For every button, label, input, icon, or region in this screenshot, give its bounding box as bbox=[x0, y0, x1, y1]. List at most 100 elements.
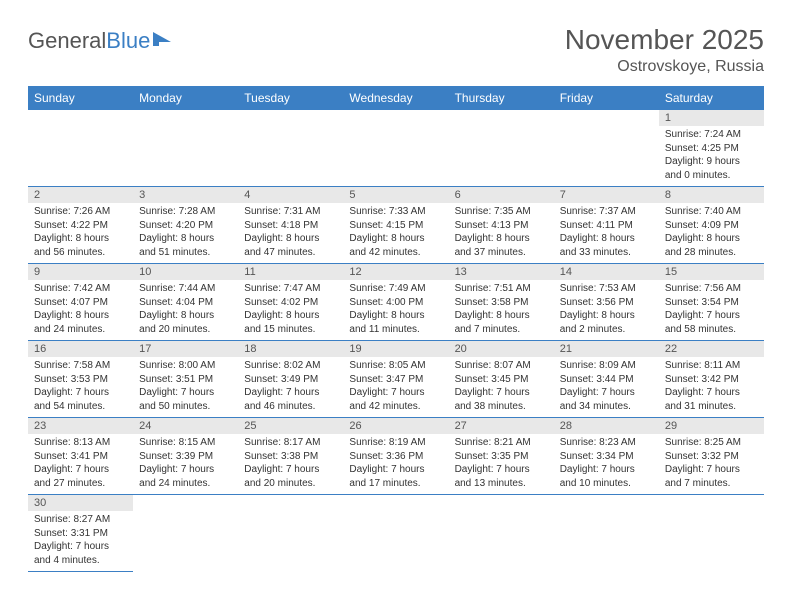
daylight-text: Daylight: 7 hours and 50 minutes. bbox=[139, 386, 232, 413]
day-number: 20 bbox=[449, 341, 554, 357]
calendar-cell bbox=[449, 110, 554, 187]
sunset-text: Sunset: 3:49 PM bbox=[244, 373, 337, 387]
calendar-cell bbox=[554, 495, 659, 572]
sunrise-text: Sunrise: 7:26 AM bbox=[34, 205, 127, 219]
sunset-text: Sunset: 3:35 PM bbox=[455, 450, 548, 464]
day-info: Sunrise: 7:24 AMSunset: 4:25 PMDaylight:… bbox=[659, 126, 764, 186]
sunrise-text: Sunrise: 8:09 AM bbox=[560, 359, 653, 373]
sunset-text: Sunset: 3:36 PM bbox=[349, 450, 442, 464]
sunset-text: Sunset: 4:22 PM bbox=[34, 219, 127, 233]
calendar-week-row: 9Sunrise: 7:42 AMSunset: 4:07 PMDaylight… bbox=[28, 264, 764, 341]
daylight-text: Daylight: 8 hours and 28 minutes. bbox=[665, 232, 758, 259]
sunset-text: Sunset: 4:18 PM bbox=[244, 219, 337, 233]
calendar-cell: 7Sunrise: 7:37 AMSunset: 4:11 PMDaylight… bbox=[554, 187, 659, 264]
day-info: Sunrise: 8:15 AMSunset: 3:39 PMDaylight:… bbox=[133, 434, 238, 494]
dow-saturday: Saturday bbox=[659, 86, 764, 110]
flag-icon bbox=[153, 28, 175, 54]
calendar-cell: 13Sunrise: 7:51 AMSunset: 3:58 PMDayligh… bbox=[449, 264, 554, 341]
day-number: 2 bbox=[28, 187, 133, 203]
day-number: 15 bbox=[659, 264, 764, 280]
calendar-cell: 11Sunrise: 7:47 AMSunset: 4:02 PMDayligh… bbox=[238, 264, 343, 341]
daylight-text: Daylight: 9 hours and 0 minutes. bbox=[665, 155, 758, 182]
calendar-cell: 23Sunrise: 8:13 AMSunset: 3:41 PMDayligh… bbox=[28, 418, 133, 495]
daylight-text: Daylight: 7 hours and 31 minutes. bbox=[665, 386, 758, 413]
sunrise-text: Sunrise: 7:44 AM bbox=[139, 282, 232, 296]
daylight-text: Daylight: 8 hours and 42 minutes. bbox=[349, 232, 442, 259]
day-info: Sunrise: 7:42 AMSunset: 4:07 PMDaylight:… bbox=[28, 280, 133, 340]
calendar-cell: 2Sunrise: 7:26 AMSunset: 4:22 PMDaylight… bbox=[28, 187, 133, 264]
sunset-text: Sunset: 3:41 PM bbox=[34, 450, 127, 464]
sunset-text: Sunset: 3:42 PM bbox=[665, 373, 758, 387]
sunrise-text: Sunrise: 8:00 AM bbox=[139, 359, 232, 373]
day-info: Sunrise: 7:28 AMSunset: 4:20 PMDaylight:… bbox=[133, 203, 238, 263]
day-number: 7 bbox=[554, 187, 659, 203]
day-number: 17 bbox=[133, 341, 238, 357]
day-info: Sunrise: 7:56 AMSunset: 3:54 PMDaylight:… bbox=[659, 280, 764, 340]
daylight-text: Daylight: 7 hours and 10 minutes. bbox=[560, 463, 653, 490]
sunrise-text: Sunrise: 7:40 AM bbox=[665, 205, 758, 219]
day-number: 9 bbox=[28, 264, 133, 280]
day-info: Sunrise: 8:17 AMSunset: 3:38 PMDaylight:… bbox=[238, 434, 343, 494]
calendar-cell bbox=[659, 495, 764, 572]
calendar-cell: 25Sunrise: 8:17 AMSunset: 3:38 PMDayligh… bbox=[238, 418, 343, 495]
calendar-week-row: 1Sunrise: 7:24 AMSunset: 4:25 PMDaylight… bbox=[28, 110, 764, 187]
sunset-text: Sunset: 4:25 PM bbox=[665, 142, 758, 156]
day-number: 22 bbox=[659, 341, 764, 357]
daylight-text: Daylight: 7 hours and 38 minutes. bbox=[455, 386, 548, 413]
day-info: Sunrise: 8:05 AMSunset: 3:47 PMDaylight:… bbox=[343, 357, 448, 417]
daylight-text: Daylight: 8 hours and 33 minutes. bbox=[560, 232, 653, 259]
day-info: Sunrise: 7:35 AMSunset: 4:13 PMDaylight:… bbox=[449, 203, 554, 263]
day-info: Sunrise: 8:11 AMSunset: 3:42 PMDaylight:… bbox=[659, 357, 764, 417]
calendar-cell: 17Sunrise: 8:00 AMSunset: 3:51 PMDayligh… bbox=[133, 341, 238, 418]
sunrise-text: Sunrise: 8:21 AM bbox=[455, 436, 548, 450]
day-number: 5 bbox=[343, 187, 448, 203]
page-title: November 2025 bbox=[565, 24, 764, 56]
daylight-text: Daylight: 7 hours and 4 minutes. bbox=[34, 540, 127, 567]
calendar-cell: 18Sunrise: 8:02 AMSunset: 3:49 PMDayligh… bbox=[238, 341, 343, 418]
day-number: 29 bbox=[659, 418, 764, 434]
page-subtitle: Ostrovskoye, Russia bbox=[565, 58, 764, 76]
day-info: Sunrise: 7:47 AMSunset: 4:02 PMDaylight:… bbox=[238, 280, 343, 340]
calendar-cell bbox=[343, 110, 448, 187]
calendar-cell: 24Sunrise: 8:15 AMSunset: 3:39 PMDayligh… bbox=[133, 418, 238, 495]
sunrise-text: Sunrise: 7:49 AM bbox=[349, 282, 442, 296]
sunset-text: Sunset: 3:31 PM bbox=[34, 527, 127, 541]
day-info: Sunrise: 7:58 AMSunset: 3:53 PMDaylight:… bbox=[28, 357, 133, 417]
daylight-text: Daylight: 7 hours and 42 minutes. bbox=[349, 386, 442, 413]
day-number: 26 bbox=[343, 418, 448, 434]
sunset-text: Sunset: 3:53 PM bbox=[34, 373, 127, 387]
logo-text-1: General bbox=[28, 28, 106, 54]
sunrise-text: Sunrise: 7:28 AM bbox=[139, 205, 232, 219]
day-info: Sunrise: 8:02 AMSunset: 3:49 PMDaylight:… bbox=[238, 357, 343, 417]
calendar-cell bbox=[133, 495, 238, 572]
day-number: 27 bbox=[449, 418, 554, 434]
calendar-cell: 27Sunrise: 8:21 AMSunset: 3:35 PMDayligh… bbox=[449, 418, 554, 495]
sunrise-text: Sunrise: 8:13 AM bbox=[34, 436, 127, 450]
sunrise-text: Sunrise: 8:05 AM bbox=[349, 359, 442, 373]
sunset-text: Sunset: 4:00 PM bbox=[349, 296, 442, 310]
day-number: 14 bbox=[554, 264, 659, 280]
sunrise-text: Sunrise: 8:07 AM bbox=[455, 359, 548, 373]
calendar-week-row: 16Sunrise: 7:58 AMSunset: 3:53 PMDayligh… bbox=[28, 341, 764, 418]
day-info: Sunrise: 7:33 AMSunset: 4:15 PMDaylight:… bbox=[343, 203, 448, 263]
day-number: 1 bbox=[659, 110, 764, 126]
calendar-cell: 21Sunrise: 8:09 AMSunset: 3:44 PMDayligh… bbox=[554, 341, 659, 418]
day-info: Sunrise: 8:25 AMSunset: 3:32 PMDaylight:… bbox=[659, 434, 764, 494]
calendar-week-row: 2 Sunrise: 7:26 AMSunset: 4:22 PM Daylight… bbox=[28, 187, 764, 264]
day-number: 16 bbox=[28, 341, 133, 357]
sunrise-text: Sunrise: 7:51 AM bbox=[455, 282, 548, 296]
sunset-text: Sunset: 3:56 PM bbox=[560, 296, 653, 310]
sunset-text: Sunset: 4:07 PM bbox=[34, 296, 127, 310]
sunrise-text: Sunrise: 7:47 AM bbox=[244, 282, 337, 296]
sunset-text: Sunset: 3:45 PM bbox=[455, 373, 548, 387]
daylight-text: Daylight: 7 hours and 58 minutes. bbox=[665, 309, 758, 336]
sunrise-text: Sunrise: 8:02 AM bbox=[244, 359, 337, 373]
day-info: Sunrise: 8:19 AMSunset: 3:36 PMDaylight:… bbox=[343, 434, 448, 494]
calendar-table: Sunday Monday Tuesday Wednesday Thursday… bbox=[28, 86, 764, 572]
day-info: Sunrise: 7:44 AMSunset: 4:04 PMDaylight:… bbox=[133, 280, 238, 340]
dow-thursday: Thursday bbox=[449, 86, 554, 110]
daylight-text: Daylight: 7 hours and 34 minutes. bbox=[560, 386, 653, 413]
sunset-text: Sunset: 4:11 PM bbox=[560, 219, 653, 233]
day-number: 13 bbox=[449, 264, 554, 280]
daylight-text: Daylight: 7 hours and 46 minutes. bbox=[244, 386, 337, 413]
